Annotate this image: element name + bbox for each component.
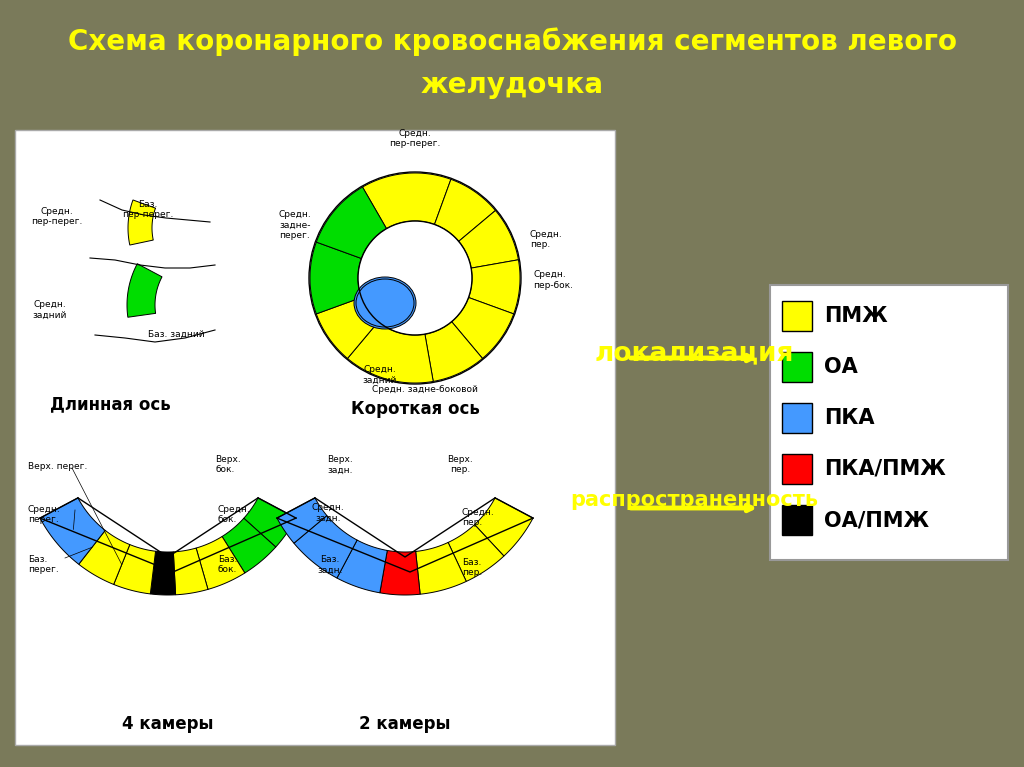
Polygon shape <box>449 525 504 581</box>
Text: Верх.
бок.: Верх. бок. <box>215 455 241 475</box>
Text: Средн.
задний: Средн. задний <box>362 365 397 384</box>
Text: Средн.
пер.: Средн. пер. <box>462 508 495 528</box>
Bar <box>15 130 615 745</box>
Polygon shape <box>151 551 175 595</box>
Text: Верх. перег.: Верх. перег. <box>28 462 87 471</box>
Polygon shape <box>197 536 245 589</box>
Text: Баз. задний: Баз. задний <box>148 330 205 339</box>
Text: желудочка: желудочка <box>421 71 603 99</box>
Polygon shape <box>459 210 518 268</box>
Text: Средн.
задне-
перег.: Средн. задне- перег. <box>279 210 311 240</box>
Text: Схема коронарного кровоснабжения сегментов левого: Схема коронарного кровоснабжения сегмент… <box>68 28 956 56</box>
Polygon shape <box>114 545 156 594</box>
Polygon shape <box>79 530 130 584</box>
Polygon shape <box>173 548 208 594</box>
Text: Длинная ось: Длинная ось <box>49 395 170 413</box>
Circle shape <box>359 222 471 334</box>
Text: распространенность: распространенность <box>570 490 818 510</box>
Text: ПКА/ПМЖ: ПКА/ПМЖ <box>824 459 946 479</box>
Text: Средн.
перег.: Средн. перег. <box>28 505 60 525</box>
Polygon shape <box>244 498 296 547</box>
Ellipse shape <box>354 277 416 329</box>
Text: Верх.
пер.: Верх. пер. <box>447 455 473 475</box>
Text: ПКА: ПКА <box>824 408 874 428</box>
Text: Баз.
пер.: Баз. пер. <box>462 558 482 578</box>
Text: ПМЖ: ПМЖ <box>824 306 888 326</box>
Text: Средн.
пер-бок.: Средн. пер-бок. <box>534 270 573 290</box>
Polygon shape <box>474 498 534 556</box>
Text: Баз.
пер-перег.: Баз. пер-перег. <box>122 200 174 219</box>
Bar <box>782 505 812 535</box>
Polygon shape <box>469 260 520 314</box>
Polygon shape <box>362 173 451 229</box>
Polygon shape <box>276 498 327 543</box>
Text: Средн.
задний: Средн. задний <box>33 300 68 319</box>
Polygon shape <box>222 518 275 573</box>
Polygon shape <box>337 540 387 593</box>
Bar <box>782 454 812 484</box>
Text: Верх.
задн.: Верх. задн. <box>327 455 353 475</box>
Polygon shape <box>316 298 378 358</box>
Text: 2 камеры: 2 камеры <box>359 715 451 733</box>
Text: ОА/ПМЖ: ОА/ПМЖ <box>824 510 929 530</box>
Ellipse shape <box>356 279 414 327</box>
Text: локализация: локализация <box>594 340 794 366</box>
Polygon shape <box>380 551 420 595</box>
Text: Средн.
пер-перег.: Средн. пер-перег. <box>389 129 440 148</box>
Polygon shape <box>128 200 156 245</box>
Polygon shape <box>40 498 105 565</box>
Polygon shape <box>425 321 482 381</box>
Bar <box>782 301 812 331</box>
Text: ОА: ОА <box>824 357 858 377</box>
Bar <box>782 403 812 433</box>
Text: 4 камеры: 4 камеры <box>122 715 214 733</box>
Bar <box>770 285 1008 560</box>
Polygon shape <box>416 542 466 594</box>
Text: Средн.
бок.: Средн. бок. <box>218 505 251 525</box>
Text: Средн. задне-боковой: Средн. задне-боковой <box>372 385 478 394</box>
Polygon shape <box>316 187 386 258</box>
Polygon shape <box>294 515 357 578</box>
Text: Средн.
пер.: Средн. пер. <box>530 230 563 249</box>
Bar <box>782 352 812 382</box>
Text: Баз.
перег.: Баз. перег. <box>28 555 58 574</box>
Text: Средн.
пер-перег.: Средн. пер-перег. <box>32 207 83 226</box>
Polygon shape <box>452 298 514 358</box>
Text: Баз.
бок.: Баз. бок. <box>218 555 238 574</box>
Text: Короткая ось: Короткая ось <box>350 400 479 418</box>
Polygon shape <box>310 242 361 314</box>
Text: Баз.
задн.: Баз. задн. <box>317 555 343 574</box>
Text: Средн.
задн.: Средн. задн. <box>311 503 344 522</box>
Polygon shape <box>347 321 433 383</box>
Polygon shape <box>127 264 162 318</box>
Polygon shape <box>434 179 496 242</box>
